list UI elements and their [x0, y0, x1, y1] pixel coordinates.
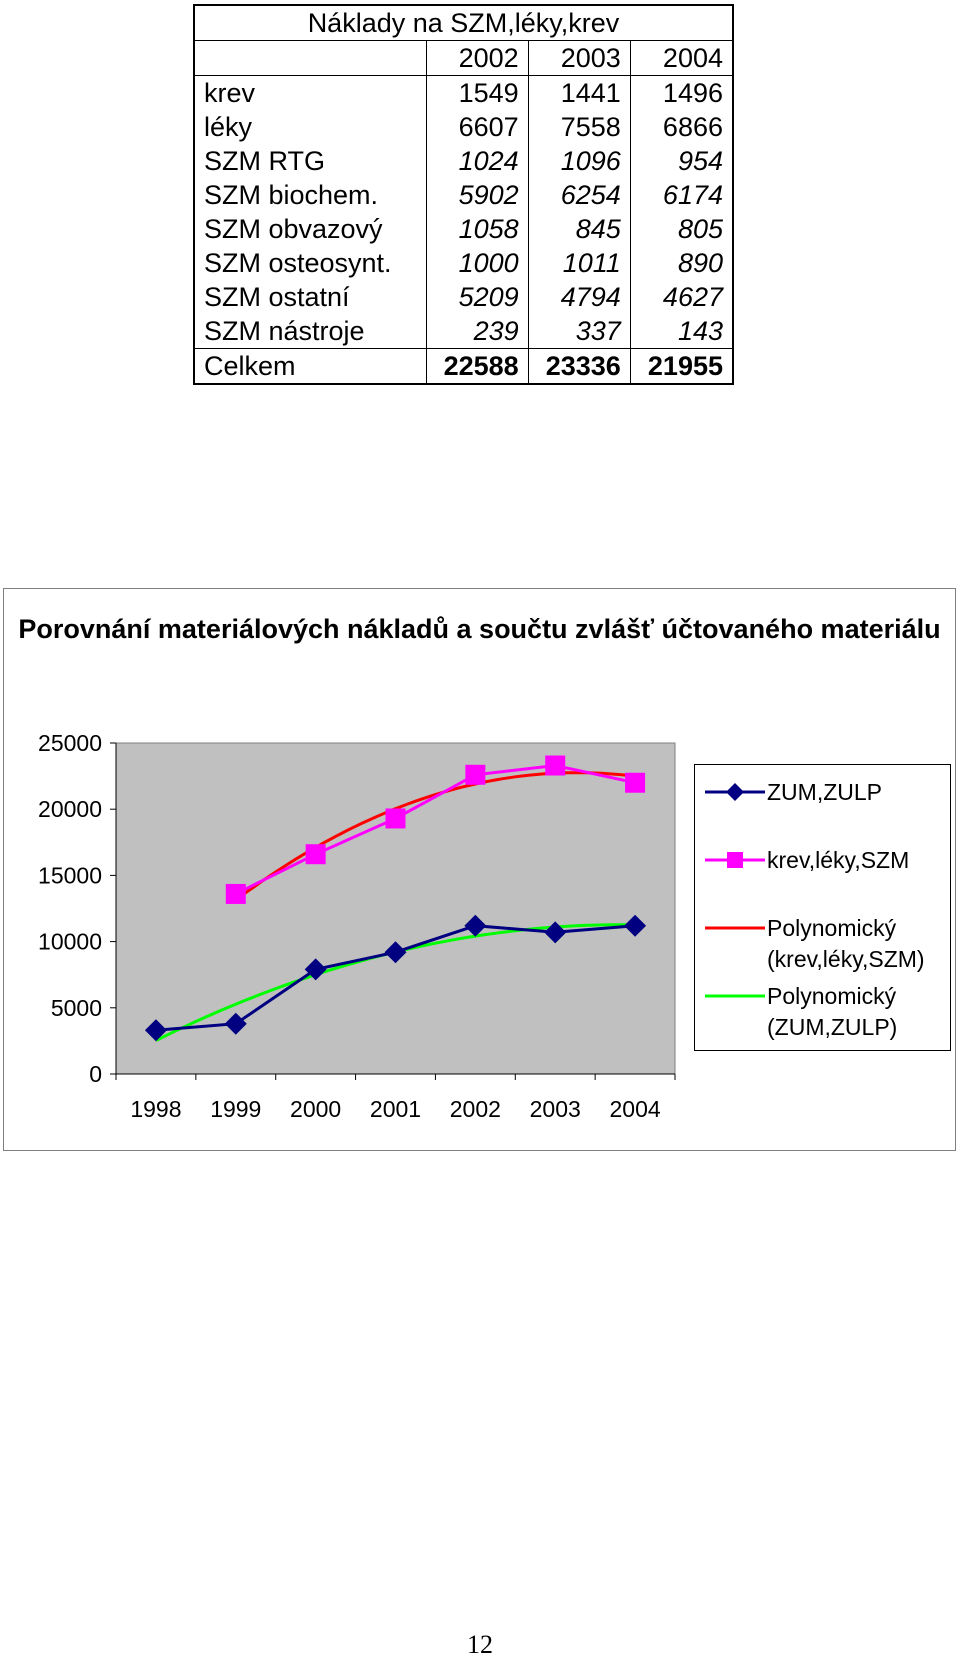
legend-label: krev,léky,SZM	[767, 847, 910, 873]
data-point-square	[625, 772, 646, 793]
cell-value: 1024	[425, 144, 529, 178]
table-total-row: Celkem 22588 23336 21955	[194, 348, 733, 384]
y-tick-label: 5000	[51, 995, 102, 1021]
x-tick-label: 1999	[210, 1096, 261, 1122]
data-point-diamond	[144, 1019, 167, 1042]
year-header: 2004	[629, 40, 733, 76]
table-body: Náklady na SZM,léky,krev 2002 2003 2004 …	[194, 5, 733, 384]
total-value: 23336	[527, 348, 631, 384]
cell-value: 337	[527, 314, 631, 349]
table-row: léky 6607 7558 6866	[194, 110, 733, 144]
total-value: 22588	[425, 348, 529, 384]
cell-value: 5209	[425, 280, 529, 314]
line-chart: 0 5000 10000 15000 20000 25000 1998 1999 2000 200…	[38, 730, 676, 1122]
x-tick-label: 1998	[130, 1096, 181, 1122]
y-tick-label: 25000	[38, 730, 102, 756]
series-layer	[144, 755, 647, 1042]
cell-value: 143	[629, 314, 733, 349]
row-label: SZM nástroje	[204, 316, 365, 346]
data-point-diamond	[624, 914, 647, 937]
page-number: 12	[467, 1630, 493, 1659]
year-header: 2002	[425, 40, 529, 76]
data-point-square	[465, 764, 486, 785]
row-label: SZM ostatní	[204, 282, 350, 312]
data-point-diamond	[544, 921, 567, 944]
year-header-empty	[194, 40, 427, 76]
cell-value: 5902	[425, 178, 529, 212]
x-tick-label: 2001	[370, 1096, 421, 1122]
cell-value: 1011	[527, 246, 631, 280]
total-label: Celkem	[194, 348, 427, 384]
x-tick-label: 2002	[450, 1096, 501, 1122]
data-point-diamond	[224, 1012, 247, 1035]
row-label: SZM obvazový	[204, 214, 383, 244]
table-row: SZM RTG 1024 1096 954	[194, 144, 733, 178]
cell-value: 6254	[527, 178, 631, 212]
year-header: 2003	[527, 40, 631, 76]
cell-value: 1000	[425, 246, 529, 280]
cost-table: Náklady na SZM,léky,krev 2002 2003 2004 …	[193, 4, 734, 385]
cell-value: 1549	[425, 75, 529, 110]
x-tick-label: 2004	[609, 1096, 660, 1122]
table-row: krev 1549 1441 1496	[194, 75, 733, 110]
cell-value: 6174	[629, 178, 733, 212]
table-row: SZM nástroje 239 337 143	[194, 314, 733, 349]
cell-value: 805	[629, 212, 733, 246]
row-label: SZM biochem.	[204, 180, 379, 210]
table-row: SZM obvazový 1058 845 805	[194, 212, 733, 246]
y-tick-label: 20000	[38, 796, 102, 822]
legend-symbol-square	[705, 852, 765, 868]
table-title-row: Náklady na SZM,léky,krev	[194, 5, 733, 41]
row-label: SZM RTG	[204, 146, 325, 176]
cell-value: 6866	[629, 110, 733, 144]
data-point-square	[545, 755, 566, 776]
legend-label: ZUM,ZULP	[767, 779, 882, 805]
table-row: SZM ostatní 5209 4794 4627	[194, 280, 733, 314]
total-value: 21955	[629, 348, 733, 384]
legend-symbol-diamond	[705, 783, 765, 801]
data-point-diamond	[384, 941, 407, 964]
table-title: Náklady na SZM,léky,krev	[194, 5, 733, 41]
row-label: krev	[204, 78, 256, 108]
data-point-square	[385, 808, 406, 829]
cell-value: 7558	[527, 110, 631, 144]
row-label: SZM osteosynt.	[204, 248, 392, 278]
cell-value: 4627	[629, 280, 733, 314]
table-row: SZM biochem. 5902 6254 6174	[194, 178, 733, 212]
series-line	[235, 763, 636, 896]
y-tick-label: 15000	[38, 862, 102, 888]
y-tick-label: 10000	[38, 929, 102, 955]
cell-value: 845	[527, 212, 631, 246]
cell-value: 1096	[527, 144, 631, 178]
y-tick-label: 0	[89, 1061, 102, 1087]
cell-value: 239	[425, 314, 529, 349]
x-tick-label: 2003	[530, 1096, 581, 1122]
cell-value: 1058	[425, 212, 529, 246]
legend: ZUM,ZULP krev,léky,SZM Polynomický (krev…	[694, 764, 951, 1051]
chart-title: Porovnání materiálových nákladů a součtu…	[18, 614, 941, 644]
row-label: léky	[204, 112, 253, 142]
axis-layer: 0 5000 10000 15000 20000 25000 1998 1999 2000 200…	[38, 730, 676, 1122]
trendline	[234, 771, 636, 902]
data-point-diamond	[304, 958, 327, 981]
data-point-square	[305, 844, 326, 865]
data-point-diamond	[464, 914, 487, 937]
cell-value: 1496	[629, 75, 733, 110]
cell-value: 954	[629, 144, 733, 178]
cell-value: 890	[629, 246, 733, 280]
chart-frame: Porovnání materiálových nákladů a součtu…	[3, 588, 956, 1151]
cell-value: 4794	[527, 280, 631, 314]
legend-symbol-red-line	[705, 926, 765, 930]
legend-symbol-green-line	[705, 994, 765, 998]
plot-area	[115, 742, 676, 1075]
table-row: SZM osteosynt. 1000 1011 890	[194, 246, 733, 280]
data-point-square	[225, 883, 246, 904]
x-tick-label: 2000	[290, 1096, 341, 1122]
legend-label: Polynomický (ZUM,ZULP)	[767, 983, 898, 1040]
cell-value: 1441	[527, 75, 631, 110]
cell-value: 6607	[425, 110, 529, 144]
table-year-row: 2002 2003 2004	[194, 40, 733, 76]
legend-label: Polynomický (krev,léky,SZM)	[767, 915, 925, 972]
